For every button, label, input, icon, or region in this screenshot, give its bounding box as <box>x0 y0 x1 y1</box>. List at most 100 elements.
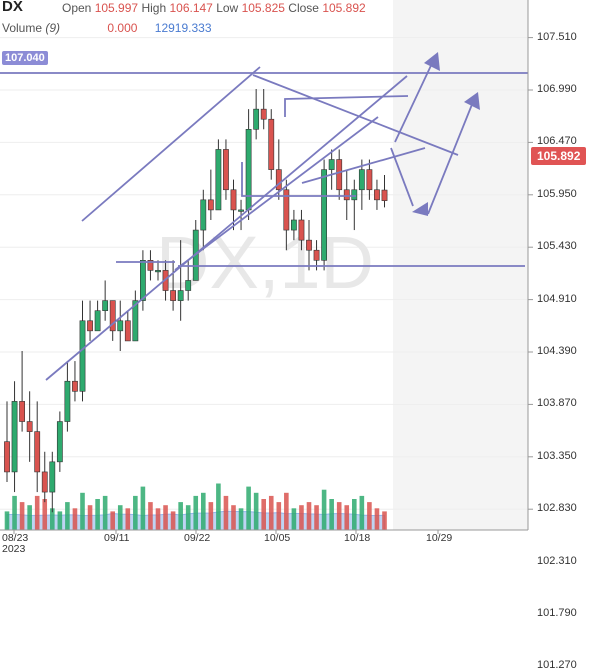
level-badge[interactable]: 107.040 <box>2 51 48 65</box>
candle[interactable] <box>268 109 275 180</box>
candle[interactable] <box>79 300 86 402</box>
candle[interactable] <box>328 149 335 190</box>
candle[interactable] <box>19 350 25 432</box>
candle-body-down <box>19 401 25 422</box>
candle[interactable] <box>140 250 146 311</box>
range-bracket-top[interactable] <box>284 95 409 117</box>
volume-bar <box>148 502 153 530</box>
triangle-lower-line[interactable] <box>301 147 426 184</box>
channel-lower-line[interactable] <box>45 75 408 381</box>
chart-canvas[interactable]: DX,1D <box>0 0 600 558</box>
candle[interactable] <box>87 300 93 341</box>
candle-body-up <box>117 320 124 332</box>
y-tick-label: 104.390 <box>537 345 577 357</box>
candle[interactable] <box>366 159 373 200</box>
projection-down-stroke[interactable] <box>390 147 414 207</box>
candle-body-up <box>140 260 146 301</box>
candle[interactable] <box>185 260 192 301</box>
ohlc-readout: Open 105.997 High 106.147 Low 105.825 Cl… <box>62 1 366 15</box>
arrow-up-icon <box>424 52 440 71</box>
candle[interactable] <box>64 361 71 432</box>
volume-bar <box>359 495 365 530</box>
candle[interactable] <box>34 401 41 493</box>
candle[interactable] <box>343 169 350 220</box>
candle[interactable] <box>275 139 282 200</box>
candle[interactable] <box>298 209 305 251</box>
projection-up-stroke-2[interactable] <box>427 96 476 215</box>
candle[interactable] <box>109 300 116 341</box>
y-tick-label: 106.990 <box>537 83 577 95</box>
candle[interactable] <box>358 159 365 210</box>
x-tick-label: 10/29 <box>426 532 453 544</box>
candle[interactable] <box>321 159 327 271</box>
candle-body-up <box>177 290 184 301</box>
y-tick-label: 106.470 <box>537 135 577 148</box>
candle[interactable] <box>26 391 33 462</box>
volume-bar <box>34 495 40 530</box>
candle[interactable] <box>4 401 10 482</box>
y-tick-label: 103.870 <box>537 397 577 410</box>
volume-bar <box>329 499 334 530</box>
candle[interactable] <box>253 88 260 140</box>
candle[interactable] <box>283 179 290 251</box>
future-area <box>393 0 528 530</box>
range-bracket-bottom[interactable] <box>241 162 356 197</box>
candle[interactable] <box>124 310 131 342</box>
projection-up-stroke[interactable] <box>394 56 436 143</box>
candle-body-down <box>41 471 48 493</box>
candle[interactable] <box>49 451 56 513</box>
close-label: Close <box>288 1 319 15</box>
candle[interactable] <box>207 169 214 220</box>
volume-label: Volume <box>2 21 43 35</box>
y-tick-label: 102.830 <box>537 502 577 515</box>
x-tick-label: 09/22 <box>184 532 211 544</box>
volume-bar <box>125 508 131 530</box>
candle-body-down <box>124 320 131 342</box>
candle[interactable] <box>170 260 176 311</box>
candle[interactable] <box>215 139 222 211</box>
candle[interactable] <box>260 88 267 130</box>
candle[interactable] <box>290 209 297 241</box>
open-value: 105.997 <box>94 1 139 15</box>
drawings[interactable] <box>0 56 528 381</box>
volume-period: (9) <box>45 21 61 35</box>
candle[interactable] <box>11 381 18 493</box>
candle-body-down <box>381 189 388 201</box>
candle[interactable] <box>177 240 184 321</box>
candle[interactable] <box>200 189 207 251</box>
volume-bar <box>87 505 93 530</box>
candle-body-down <box>87 320 93 332</box>
candle[interactable] <box>155 260 161 281</box>
candle[interactable] <box>72 361 78 402</box>
volume-bar <box>50 508 55 530</box>
candle[interactable] <box>41 451 48 503</box>
volume-bar <box>352 499 357 530</box>
candle-body-down <box>343 189 350 201</box>
candle[interactable] <box>94 300 101 332</box>
candle[interactable] <box>102 280 109 321</box>
volume-bar <box>117 505 123 530</box>
candle[interactable] <box>306 219 312 271</box>
volume-readout: Volume (9) 0.000 12919.333 <box>2 21 212 35</box>
volume-bar <box>140 486 146 530</box>
candle[interactable] <box>336 149 343 200</box>
y-tick-label: 102.310 <box>537 554 577 567</box>
candle[interactable] <box>132 290 139 342</box>
x-tick-label: 08/23 <box>2 532 29 544</box>
candle[interactable] <box>223 139 229 200</box>
channel-upper-line[interactable] <box>81 66 261 222</box>
candle[interactable] <box>147 250 154 281</box>
candle[interactable] <box>351 179 358 231</box>
high-value: 106.147 <box>169 1 213 15</box>
y-tick-label: 105.950 <box>537 187 577 200</box>
candle[interactable] <box>56 411 63 472</box>
volume-bar <box>19 502 25 530</box>
channel-mid-line[interactable] <box>174 116 379 271</box>
candle[interactable] <box>117 300 124 351</box>
volume-bar <box>238 508 244 530</box>
candle[interactable] <box>381 174 388 208</box>
candle[interactable] <box>374 179 380 210</box>
volume-bar <box>4 511 10 530</box>
triangle-upper-line[interactable] <box>252 74 459 156</box>
volume-bar <box>201 492 206 530</box>
